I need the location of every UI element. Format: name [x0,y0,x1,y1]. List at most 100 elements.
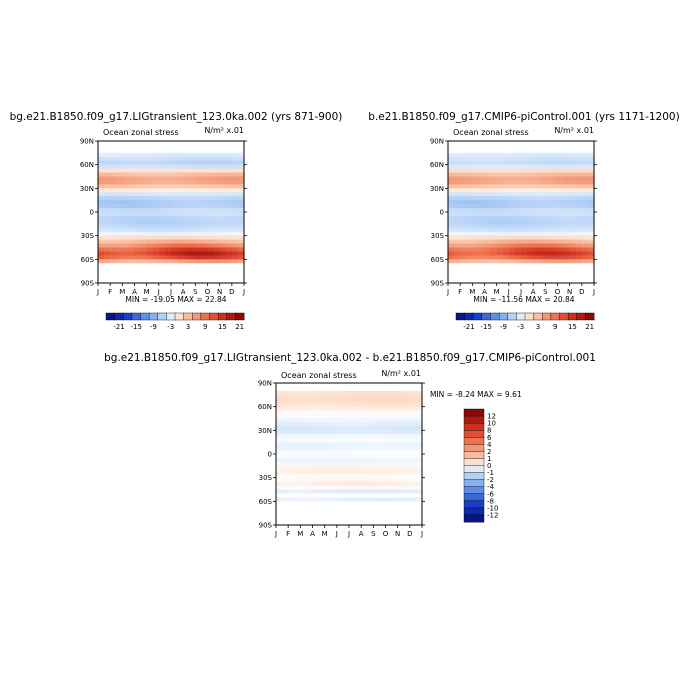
contour-cell [508,180,516,185]
contour-cell [231,148,239,154]
contour-cell [189,200,196,205]
x-tick-label: N [567,288,572,296]
contour-cell [355,457,362,463]
contour-cell [490,188,497,193]
contour-cell [324,402,332,407]
contour-cell [164,235,172,240]
contour-cell [361,390,368,396]
contour-cell [300,418,307,423]
contour-cell [502,200,510,205]
contour-cell [581,188,589,193]
contour-cell [288,489,295,494]
contour-cell [312,414,319,419]
contour-cell [98,148,105,154]
contour-cell [391,438,398,443]
contour-cell [415,457,423,463]
contour-cell [225,235,233,240]
contour-cell [146,148,154,154]
colorbar-box [463,444,485,452]
contour-cell [361,461,368,467]
colorbar-label: -1 [487,469,494,477]
contour-cell [276,461,283,467]
contour-cell [201,148,208,154]
x-tick-label: O [205,288,211,296]
contour-cell [575,227,583,233]
contour-cell [213,180,220,185]
contour-cell [282,426,289,431]
contour-cell [575,208,583,213]
contour-cell [104,235,111,240]
contour-cell [557,212,564,217]
contour-cell [300,390,307,396]
contour-cell [336,394,344,400]
contour-cell [472,215,479,221]
colorbar-label: 6 [487,434,492,442]
contour-cell [146,219,154,225]
contour-cell [533,176,540,181]
contour-cell [551,263,558,268]
contour-cell [355,430,362,435]
contour-cell [502,212,510,217]
contour-cell [409,406,417,411]
contour-cell [342,457,350,463]
contour-cell [361,489,368,494]
contour-cell [140,239,147,244]
contour-cell [496,251,504,256]
contour-cell [490,164,497,169]
contour-cell [195,239,202,244]
contour-cell [146,208,154,213]
contour-cell [177,180,184,185]
contour-cell [288,438,295,443]
contour-cell [496,184,504,189]
contour-cell [385,418,392,423]
contour-cell [361,430,368,435]
contour-cell [575,152,583,158]
contour-cell [207,184,214,189]
contour-cell [496,231,504,236]
contour-cell [397,461,405,467]
contour-cell [472,192,479,197]
contour-cell [484,200,491,205]
contour-cell [496,164,504,169]
contour-cell [569,243,577,248]
contour-cell [373,473,380,478]
contour-cell [231,235,239,240]
contour-cell [306,438,313,443]
contour-cell [134,200,141,205]
contour-cell [361,477,368,482]
contour-cell [373,446,380,451]
contour-cell [361,394,368,400]
contour-cell [349,461,356,467]
contour-cell [379,418,386,423]
contour-cell [146,168,154,173]
contour-cell [478,243,485,248]
contour-cell [514,204,522,209]
contour-cell [110,215,117,221]
colorbar-box [105,312,116,321]
contour-cell [454,212,461,217]
contour-cell [385,402,392,407]
contour-cell [330,477,338,482]
contour-cell [201,219,208,225]
contour-cell [478,164,485,169]
contour-cell [152,204,160,209]
contour-cell [514,223,522,229]
contour-cell [276,457,283,463]
contour-cell [294,457,301,463]
contour-cell [355,422,362,427]
contour-cell [104,255,111,260]
contour-cell [361,493,368,498]
contour-cell [349,442,356,447]
contour-cell [367,414,374,419]
contour-cell [134,204,141,209]
contour-cell [508,212,516,217]
contour-cell [330,469,338,475]
contour-cell [300,442,307,447]
contour-cell [318,497,325,502]
contour-cell [355,477,362,482]
contour-cell [213,231,220,236]
contour-cell [587,196,595,201]
contour-cell [306,461,313,467]
contour-cell [409,434,417,439]
